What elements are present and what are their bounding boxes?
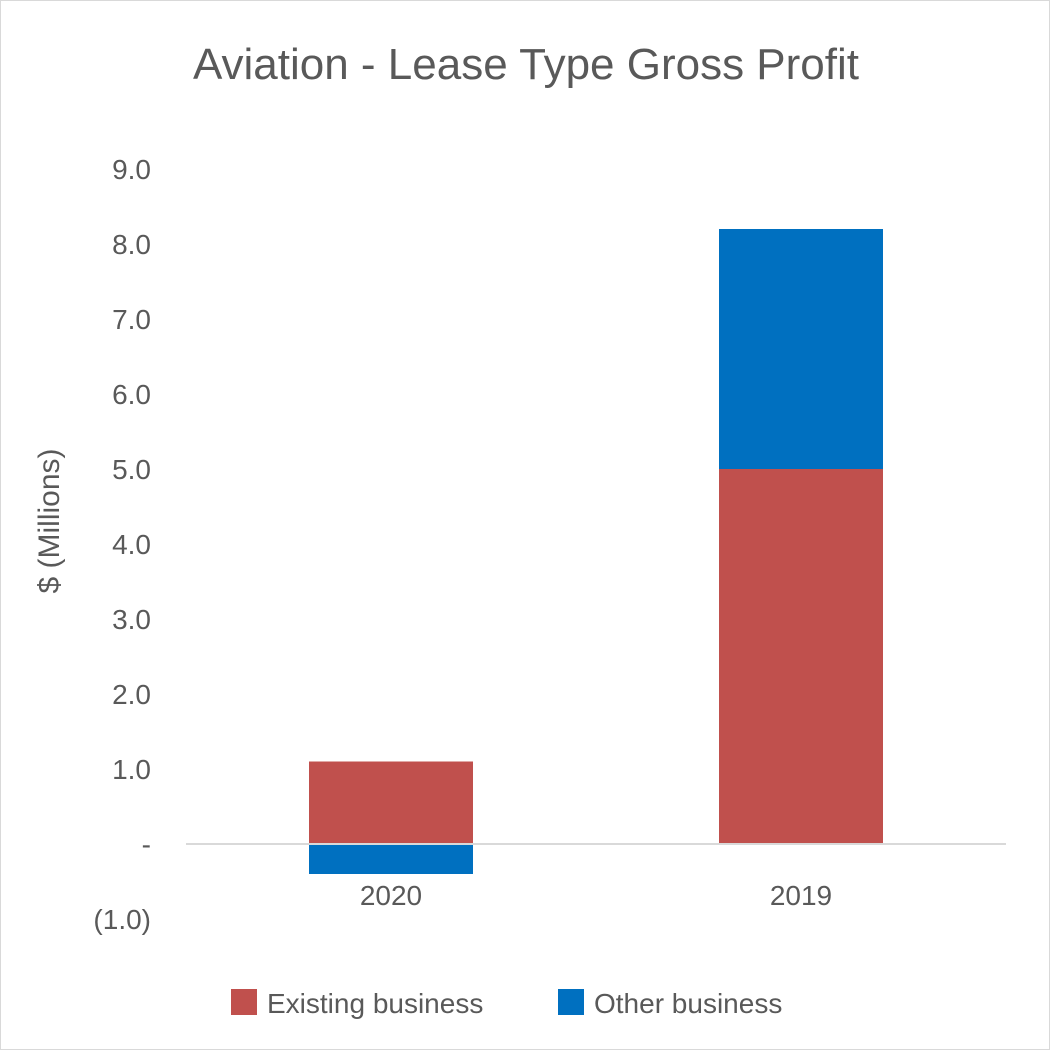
y-tick-label: 1.0 xyxy=(112,754,151,785)
legend-swatch-existing-business xyxy=(231,989,257,1015)
x-tick-label: 2019 xyxy=(770,880,832,911)
y-tick-label: 5.0 xyxy=(112,454,151,485)
x-tick-label: 2020 xyxy=(360,880,422,911)
y-axis-title: $ (Millions) xyxy=(33,448,66,593)
y-tick-label: 4.0 xyxy=(112,529,151,560)
y-tick-label: (1.0) xyxy=(93,904,151,935)
bars xyxy=(309,229,883,874)
y-tick-label: 6.0 xyxy=(112,379,151,410)
y-axis-ticks: 9.0 8.0 7.0 6.0 5.0 4.0 3.0 2.0 1.0 - (1.0) xyxy=(93,154,151,935)
chart-title: Aviation - Lease Type Gross Profit xyxy=(193,40,859,89)
legend-label-other-business: Other business xyxy=(594,988,782,1019)
legend: Existing business Other business xyxy=(231,988,782,1019)
y-tick-label: 8.0 xyxy=(112,229,151,260)
bar-2019-existing-business xyxy=(719,469,883,844)
y-tick-label: 9.0 xyxy=(112,154,151,185)
bar-2019-other-business xyxy=(719,229,883,469)
y-tick-label: 2.0 xyxy=(112,679,151,710)
bar-2020-existing-business xyxy=(309,761,473,844)
bar-2020-other-business xyxy=(309,844,473,874)
y-tick-label: - xyxy=(142,829,151,860)
y-tick-label: 7.0 xyxy=(112,304,151,335)
legend-swatch-other-business xyxy=(558,989,584,1015)
legend-label-existing-business: Existing business xyxy=(267,988,483,1019)
x-axis-ticks: 2020 2019 xyxy=(360,880,832,911)
y-tick-label: 3.0 xyxy=(112,604,151,635)
